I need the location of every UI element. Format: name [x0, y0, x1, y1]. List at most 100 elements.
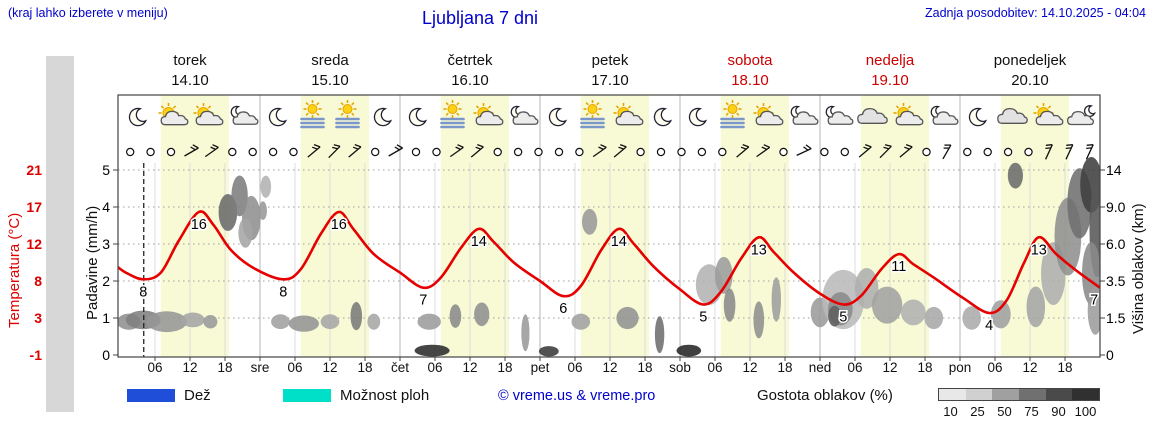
plot-frame: [117, 94, 1101, 358]
calm-wind-icon: [636, 147, 645, 157]
svg-text:21: 21: [26, 162, 42, 178]
wind-barb-icon: [858, 143, 872, 158]
wind-barb-icon: [1085, 144, 1094, 160]
fog-sun-icon: [440, 100, 465, 129]
rain-label: Dež: [184, 387, 211, 404]
fog-sun-icon: [335, 100, 360, 129]
svg-text:14: 14: [471, 234, 487, 250]
wind-barb-icon: [348, 143, 362, 158]
wind-barb-icon: [736, 143, 750, 158]
calm-wind-icon: [432, 147, 441, 157]
svg-text:1: 1: [102, 310, 110, 326]
calm-wind-icon: [248, 147, 257, 157]
svg-text:0: 0: [102, 347, 110, 363]
moon-icon: [653, 107, 673, 127]
moon-cloud-icon: [510, 105, 539, 125]
cloud-density-ticks: 10 25 50 75 90 100: [943, 404, 1097, 419]
credit-link[interactable]: © vreme.us & vreme.pro: [498, 388, 656, 404]
moon-icon: [968, 107, 988, 127]
day-name: nedelja: [865, 52, 915, 69]
svg-text:06: 06: [567, 360, 582, 375]
calm-wind-icon: [697, 147, 707, 157]
day-header-sobota: sobota 18.10: [680, 52, 820, 90]
svg-text:6: 6: [559, 301, 567, 317]
svg-text:06: 06: [147, 360, 162, 375]
calm-wind-icon: [268, 147, 278, 157]
moon-icon: [373, 107, 393, 127]
svg-text:06: 06: [287, 360, 302, 375]
svg-text:18: 18: [1057, 360, 1072, 375]
wind-barb-icon: [796, 144, 812, 156]
svg-text:18: 18: [777, 360, 792, 375]
svg-text:18: 18: [917, 360, 932, 375]
cloud-density-blobs: [118, 157, 1100, 357]
svg-text:-1: -1: [30, 347, 43, 363]
day-header-sreda: sreda 15.10: [260, 52, 400, 90]
wind-barb-icon: [1045, 144, 1053, 160]
day-date: 14.10: [171, 72, 209, 89]
moon-icon: [408, 107, 428, 127]
calm-wind-icon: [513, 147, 523, 157]
wind-symbols-row: [125, 143, 1094, 160]
showers-label: Možnost ploh: [340, 387, 430, 404]
temperature-curve: [118, 210, 1100, 315]
svg-text:12: 12: [882, 360, 897, 375]
menu-hint-text: (kraj lahko izberete v meniju): [8, 6, 168, 20]
sun-cloud-icon: [193, 103, 224, 126]
svg-text:4: 4: [102, 199, 110, 215]
calm-wind-icon: [228, 147, 237, 157]
calm-wind-icon: [289, 147, 298, 157]
fog-sun-icon: [720, 100, 745, 129]
weather-icons-row: [128, 100, 1096, 129]
calm-wind-icon: [1024, 147, 1033, 157]
wind-barb-icon: [613, 143, 627, 158]
calm-wind-icon: [575, 147, 584, 157]
day-name: ponedeljek: [993, 52, 1067, 69]
moon-icon: [268, 107, 288, 127]
rain-swatch: [127, 389, 175, 402]
svg-text:06: 06: [847, 360, 862, 375]
wind-barb-icon: [756, 144, 771, 158]
day-header-petek: petek 17.10: [540, 52, 680, 90]
svg-text:0: 0: [1106, 347, 1114, 363]
svg-text:12: 12: [1022, 360, 1037, 375]
cloud-icon: [857, 107, 888, 124]
svg-text:sre: sre: [251, 360, 270, 375]
calm-wind-icon: [718, 147, 727, 157]
svg-text:06: 06: [427, 360, 442, 375]
wind-barb-icon: [592, 144, 607, 158]
day-date: 17.10: [591, 72, 629, 89]
calm-wind-icon: [411, 147, 421, 157]
svg-text:12: 12: [602, 360, 617, 375]
svg-text:18: 18: [497, 360, 512, 375]
svg-text:18: 18: [217, 360, 232, 375]
wind-barb-icon: [388, 144, 403, 157]
moon-icon: [688, 107, 708, 127]
svg-text:čet: čet: [391, 360, 409, 375]
calm-wind-icon: [677, 147, 686, 157]
wind-barb-icon: [307, 143, 321, 158]
moon-cloud-icon: [825, 105, 854, 125]
calm-wind-icon: [983, 147, 992, 157]
calm-wind-icon: [534, 147, 543, 157]
wind-barb-icon: [942, 144, 952, 160]
fog-sun-icon: [300, 100, 325, 129]
calm-wind-icon: [963, 147, 972, 157]
day-header-ponedeljek: ponedeljek 20.10: [960, 52, 1100, 90]
calm-wind-icon: [779, 147, 788, 157]
day-date: 15.10: [311, 72, 349, 89]
svg-text:5: 5: [699, 310, 707, 326]
fog-sun-icon: [580, 100, 605, 129]
axis-ticks: [113, 169, 1105, 361]
sun-cloud-icon: [753, 103, 784, 126]
page-title: Ljubljana 7 dni: [421, 8, 539, 28]
left-scale-strip: [46, 56, 74, 412]
sun-cloud-icon: [1033, 103, 1064, 126]
cloud-density-scale: [938, 388, 1100, 401]
svg-text:14: 14: [1106, 162, 1122, 178]
svg-text:12: 12: [462, 360, 477, 375]
day-date: 18.10: [731, 72, 769, 89]
calm-wind-icon: [1003, 147, 1013, 157]
